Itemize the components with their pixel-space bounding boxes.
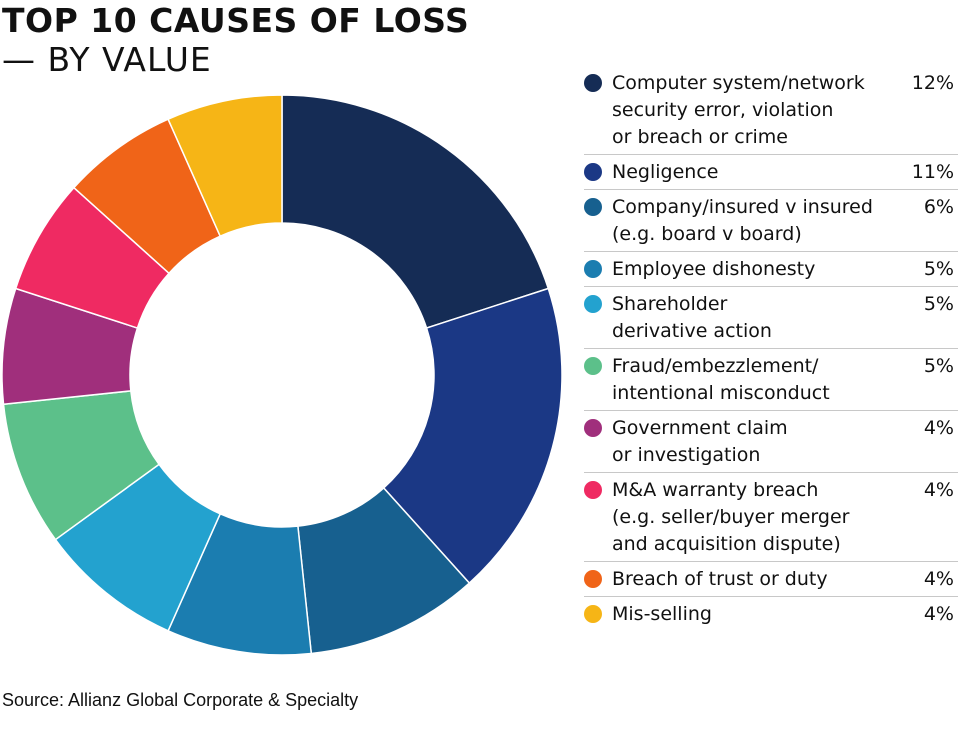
donut-slice-10 (167, 94, 283, 238)
chart-subtitle: — BY VALUE (2, 40, 212, 79)
legend-item: Computer system/network security error, … (584, 66, 958, 155)
legend-item: Employee dishonesty 5% (584, 252, 958, 287)
legend-label: Computer system/network security error, … (612, 72, 865, 148)
legend-value: 4% (923, 479, 954, 501)
legend-swatch (584, 419, 602, 437)
legend-value: 6% (923, 196, 954, 218)
legend-swatch (584, 570, 602, 588)
legend: Computer system/network security error, … (584, 66, 958, 631)
legend-swatch (584, 74, 602, 92)
legend-label: Fraud/embezzlement/ intentional miscondu… (612, 355, 830, 404)
legend-label: Mis-selling (612, 603, 712, 625)
legend-swatch (584, 163, 602, 181)
legend-value: 4% (923, 417, 954, 439)
legend-swatch (584, 260, 602, 278)
legend-value: 5% (923, 355, 954, 377)
legend-swatch (584, 357, 602, 375)
donut-slice-2 (382, 287, 563, 585)
legend-item: Negligence 11% (584, 155, 958, 190)
donut-chart (1, 94, 563, 656)
legend-item: Mis-selling 4% (584, 597, 958, 631)
legend-item: Shareholder derivative action 5% (584, 287, 958, 349)
legend-value: 4% (923, 568, 954, 590)
legend-label: Employee dishonesty (612, 258, 816, 280)
legend-label: Breach of trust or duty (612, 568, 828, 590)
legend-item: Breach of trust or duty 4% (584, 562, 958, 597)
legend-value: 12% (911, 72, 954, 94)
donut-slice-1 (281, 94, 550, 329)
legend-item: Government claim or investigation 4% (584, 411, 958, 473)
legend-label: Company/insured v insured (e.g. board v … (612, 196, 873, 245)
legend-swatch (584, 198, 602, 216)
legend-value: 5% (923, 293, 954, 315)
legend-swatch (584, 481, 602, 499)
legend-label: M&A warranty breach (e.g. seller/buyer m… (612, 479, 850, 555)
legend-swatch (584, 605, 602, 623)
legend-item: Company/insured v insured (e.g. board v … (584, 190, 958, 252)
legend-value: 11% (911, 161, 954, 183)
chart-title: TOP 10 CAUSES OF LOSS (2, 1, 470, 40)
legend-label: Shareholder derivative action (612, 293, 772, 342)
legend-swatch (584, 295, 602, 313)
source-note: Source: Allianz Global Corporate & Speci… (2, 690, 359, 710)
legend-item: Fraud/embezzlement/ intentional miscondu… (584, 349, 958, 411)
legend-label: Government claim or investigation (612, 417, 788, 466)
legend-value: 5% (923, 258, 954, 280)
legend-value: 4% (923, 603, 954, 625)
legend-label: Negligence (612, 161, 719, 183)
legend-item: M&A warranty breach (e.g. seller/buyer m… (584, 473, 958, 562)
